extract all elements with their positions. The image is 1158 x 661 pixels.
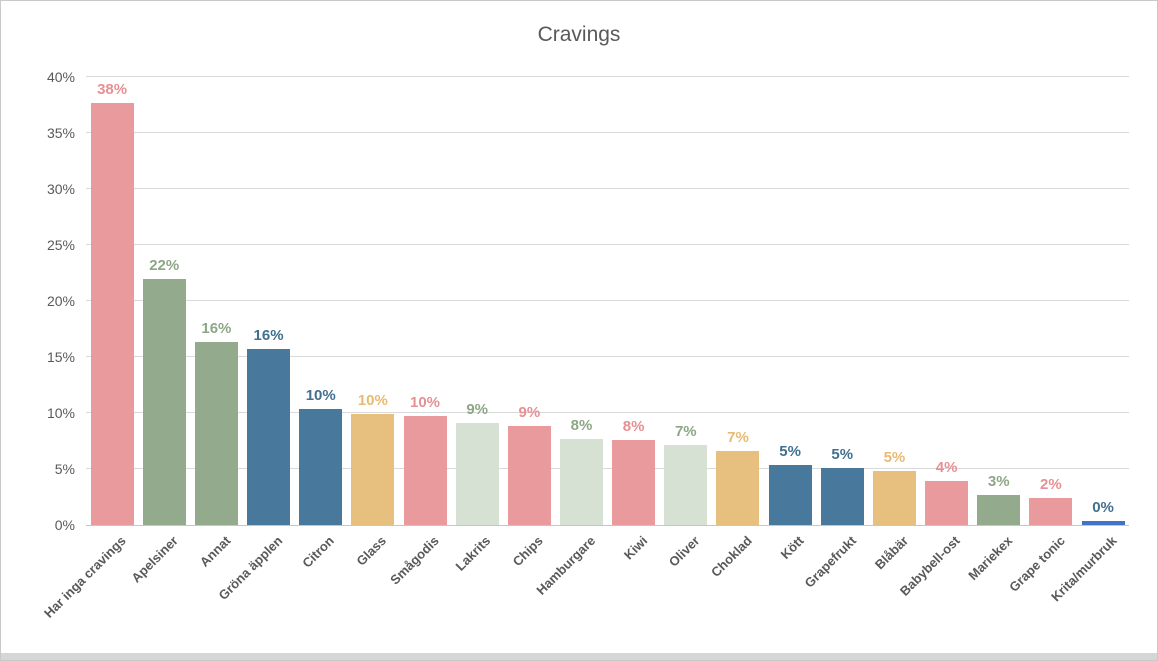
- gridline: [86, 300, 1129, 301]
- bars-container: 38% 22% 16% 16% 10% 10% 10% 9% 9% 8% 8% 7% 7% 5% 5% 5% 4…: [86, 77, 1129, 525]
- y-axis-tick-label: 35%: [46, 125, 75, 141]
- bar-group: 2%: [1025, 77, 1077, 525]
- bar-value-label: 3%: [987, 472, 1010, 490]
- bar-group: 38%: [86, 77, 138, 525]
- x-axis-category-label: Choklad: [707, 533, 755, 580]
- bar-group: 5%: [868, 77, 920, 525]
- bar-group: 4%: [921, 77, 973, 525]
- x-axis-category-label: Kött: [777, 533, 807, 562]
- gridline: [86, 76, 1129, 77]
- bar-value-label: 22%: [149, 256, 180, 274]
- bar: [194, 342, 238, 525]
- bar-group: 7%: [712, 77, 764, 525]
- bar-group: 5%: [764, 77, 816, 525]
- bar: [247, 349, 291, 525]
- bar-value-label: 16%: [201, 320, 232, 338]
- gridline: [86, 356, 1129, 357]
- bar: [142, 278, 186, 525]
- chart-title: Cravings: [537, 23, 621, 46]
- x-axis-category-label: Oliver: [665, 533, 703, 570]
- bar-value-label: 7%: [674, 423, 697, 441]
- y-axis-tick-label: 30%: [46, 181, 75, 197]
- plot-area: 38% 22% 16% 16% 10% 10% 10% 9% 9% 8% 8% 7% 7% 5% 5% 5% 4…: [86, 76, 1129, 526]
- y-axis-tick-label: 40%: [46, 69, 75, 85]
- bar: [977, 494, 1021, 525]
- bar-value-label: 8%: [622, 417, 645, 435]
- bar-value-label: 4%: [935, 459, 958, 477]
- bar-value-label: 7%: [727, 429, 749, 447]
- bar-group: 10%: [347, 77, 399, 525]
- bar: [768, 464, 812, 525]
- x-axis-line: [86, 525, 1129, 526]
- bar: [299, 408, 343, 525]
- bar-group: 16%: [242, 77, 294, 525]
- bar: [1029, 498, 1073, 525]
- bar-group: 8%: [608, 77, 660, 525]
- x-axis-category-label: Citron: [299, 533, 338, 571]
- bar: [455, 423, 499, 525]
- bar: [716, 451, 760, 525]
- bar: [1081, 520, 1125, 525]
- bar-value-label: 5%: [883, 449, 906, 467]
- x-axis-category-label: Chips: [509, 533, 546, 570]
- bar-value-label: 10%: [357, 392, 388, 410]
- bar: [559, 438, 603, 525]
- bar: [90, 102, 134, 525]
- x-axis-category-label: Lakrits: [452, 533, 494, 574]
- x-axis-category-label: Har inga cravings: [40, 533, 129, 621]
- bar-group: 3%: [973, 77, 1025, 525]
- bar-group: 10%: [295, 77, 347, 525]
- bar: [664, 445, 708, 525]
- y-axis-tick-label: 0%: [54, 517, 75, 533]
- x-axis-category-label: Smågodis: [387, 533, 442, 588]
- bar: [612, 439, 656, 525]
- bar-value-label: 16%: [253, 327, 284, 345]
- window-bottom-strip: [1, 653, 1157, 660]
- x-axis-category-label: Annat: [196, 533, 233, 570]
- y-axis-tick-label: 25%: [46, 237, 75, 253]
- bar-group: 9%: [503, 77, 555, 525]
- bar: [351, 414, 395, 525]
- bar-value-label: 38%: [97, 80, 128, 98]
- x-axis-category-label: Grapefrukt: [801, 533, 859, 591]
- x-axis-category-label: Glass: [353, 533, 390, 569]
- bar-group: 10%: [399, 77, 451, 525]
- y-axis-tick-label: 10%: [46, 405, 75, 421]
- bar-value-label: 9%: [466, 401, 489, 419]
- x-axis-category-label: Kiwi: [620, 533, 651, 563]
- bar-group: 16%: [190, 77, 242, 525]
- bar-group: 0%: [1077, 77, 1129, 525]
- y-axis-tick-label: 20%: [46, 293, 75, 309]
- bar-value-label: 5%: [831, 445, 854, 463]
- bar-group: 8%: [555, 77, 607, 525]
- bar-group: 7%: [660, 77, 712, 525]
- bar: [820, 467, 864, 525]
- bar-group: 5%: [816, 77, 868, 525]
- x-axis-category-label: Apelsiner: [128, 533, 181, 586]
- bar-value-label: 10%: [410, 394, 441, 412]
- gridline: [86, 412, 1129, 413]
- gridline: [86, 188, 1129, 189]
- bar: [872, 471, 916, 525]
- bar-value-label: 8%: [570, 416, 593, 434]
- gridline: [86, 468, 1129, 469]
- gridline: [86, 244, 1129, 245]
- bar-value-label: 0%: [1092, 498, 1114, 516]
- x-axis-category-label: Mariekex: [965, 533, 1016, 583]
- bar: [403, 416, 447, 525]
- y-axis-tick-label: 15%: [46, 349, 75, 365]
- bar-value-label: 10%: [305, 386, 336, 404]
- bar: [925, 481, 969, 525]
- y-axis-tick-label: 5%: [54, 461, 75, 477]
- bar-value-label: 5%: [779, 442, 801, 460]
- bar-value-label: 9%: [518, 404, 541, 422]
- bar: [507, 426, 551, 525]
- bar-group: 22%: [138, 77, 190, 525]
- bar-value-label: 2%: [1040, 476, 1062, 494]
- x-axis-category-label: Blåbär: [871, 533, 911, 573]
- bar-group: 9%: [451, 77, 503, 525]
- gridline: [86, 132, 1129, 133]
